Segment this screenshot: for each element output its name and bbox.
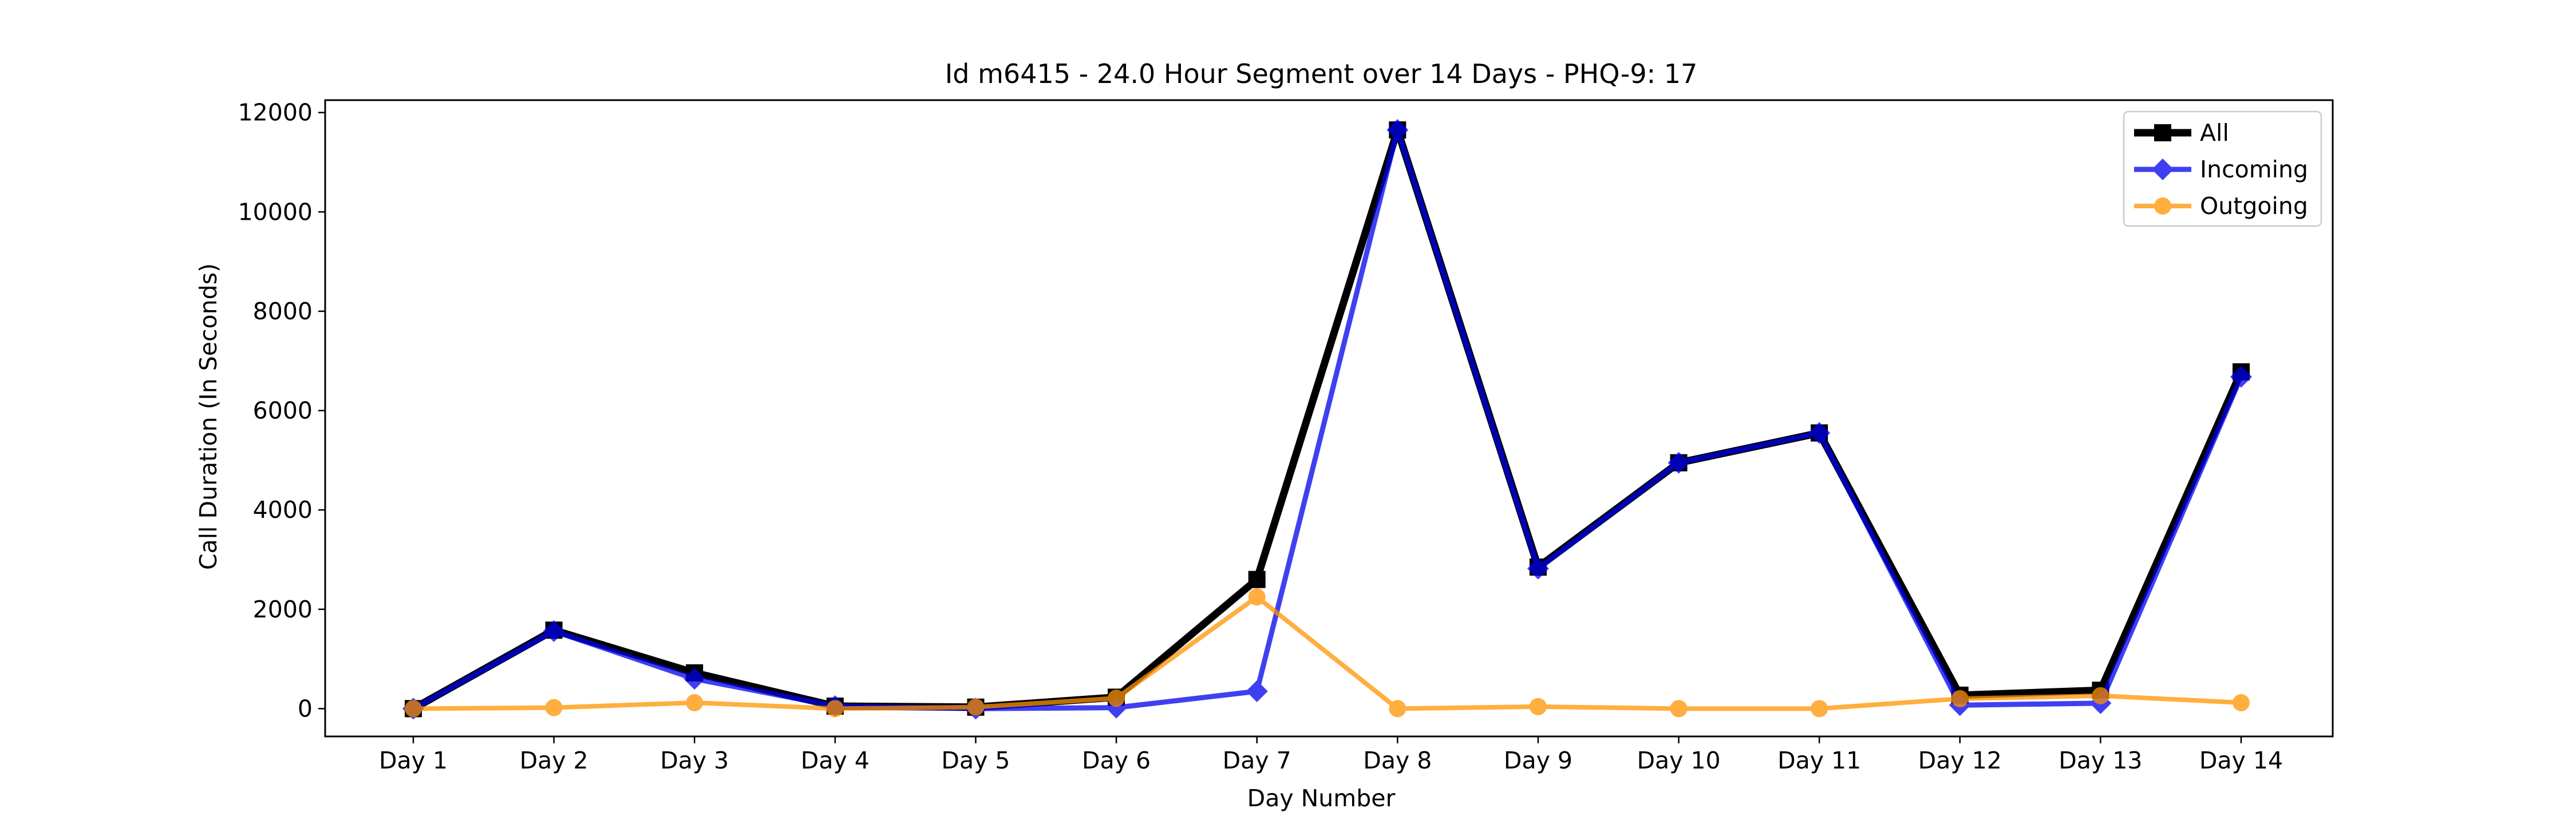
data-point: [1248, 588, 1266, 606]
legend-label: Outgoing: [2200, 192, 2308, 220]
x-tick-label: Day 10: [1637, 747, 1720, 774]
legend-entry: [2134, 197, 2191, 215]
data-point: [405, 700, 422, 718]
x-tick-label: Day 6: [1082, 747, 1151, 774]
legend-entry: [2134, 124, 2191, 141]
data-point: [1108, 690, 1125, 707]
data-point: [545, 699, 563, 716]
x-tick-label: Day 8: [1363, 747, 1432, 774]
series-line: [411, 595, 2243, 711]
plot-frame: [324, 99, 2334, 738]
data-point: [1811, 700, 1828, 718]
x-tick-label: Day 13: [2059, 747, 2142, 774]
legend-marker: [2154, 197, 2171, 215]
data-point: [967, 698, 985, 716]
data-point: [1389, 700, 1406, 718]
legend-marker: [2154, 124, 2171, 141]
x-tick-label: Day 9: [1504, 747, 1573, 774]
x-tick-label: Day 11: [1777, 747, 1861, 774]
x-axis-label: Day Number: [1247, 785, 1396, 812]
data-point: [686, 694, 704, 711]
legend-marker: [2152, 159, 2174, 180]
y-axis: 0 2000 4000 6000 8000 10000 12000: [238, 99, 325, 722]
data-point: [2092, 687, 2109, 704]
x-tick-label: Day 7: [1223, 747, 1291, 774]
data-point: [1529, 698, 1547, 715]
series-line: [410, 127, 2244, 711]
x-tick-label: Day 3: [660, 747, 729, 774]
y-tick-label: 6000: [253, 397, 313, 425]
x-tick-label: Day 12: [1918, 747, 2002, 774]
y-axis-label: Call Duration (In Seconds): [195, 263, 222, 570]
chart-title: Id m6415 - 24.0 Hour Segment over 14 Day…: [945, 58, 1698, 89]
legend-entry: [2134, 159, 2191, 180]
y-tick-label: 2000: [253, 596, 313, 623]
data-point: [2233, 694, 2250, 711]
legend-label: All: [2200, 119, 2229, 146]
series-outgoing: [405, 588, 2250, 718]
x-tick-label: Day 4: [801, 747, 870, 774]
series-layer: [402, 119, 2252, 720]
data-point: [1951, 690, 1969, 708]
x-tick-label: Day 2: [520, 747, 588, 774]
legend-box: [2123, 110, 2322, 227]
data-point: [1386, 119, 1409, 141]
data-point: [1246, 680, 1268, 703]
data-point: [1527, 557, 1549, 580]
y-tick-label: 10000: [238, 198, 313, 225]
data-point: [2230, 366, 2252, 388]
legend: All Incoming Outgoing: [2123, 110, 2322, 227]
y-tick-label: 4000: [253, 496, 313, 524]
y-tick-label: 8000: [253, 298, 313, 325]
y-tick-label: 12000: [238, 99, 313, 126]
data-point: [1668, 451, 1690, 474]
legend-label: Incoming: [2200, 156, 2308, 183]
x-tick-label: Day 14: [2199, 747, 2283, 774]
data-point: [683, 668, 706, 690]
data-point: [543, 620, 565, 642]
data-point: [1248, 571, 1266, 588]
data-point: [826, 700, 844, 718]
series-incoming: [402, 119, 2252, 720]
y-tick-label: 0: [298, 695, 313, 722]
data-point: [1808, 422, 1831, 444]
x-axis: Day 1 Day 2 Day 3 Day 4 Day 5 Day 6 Day 7 Day 8…: [379, 736, 2283, 774]
x-tick-label: Day 5: [941, 747, 1010, 774]
series-line: [409, 126, 2245, 712]
data-point: [1670, 700, 1688, 718]
x-tick-label: Day 1: [379, 747, 448, 774]
